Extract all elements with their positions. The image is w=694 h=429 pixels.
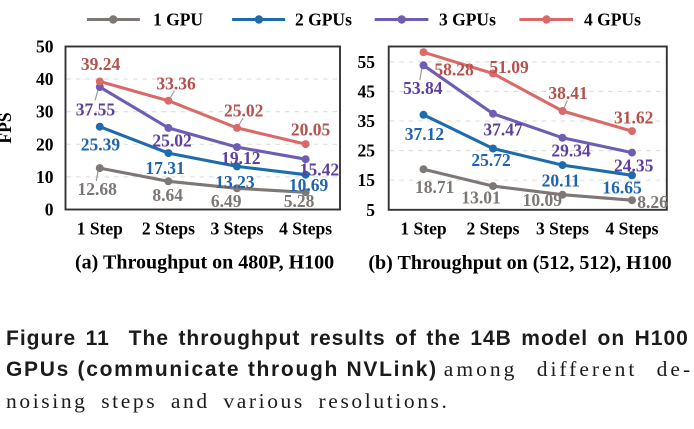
svg-text:10.09: 10.09: [523, 190, 563, 210]
svg-text:25.39: 25.39: [81, 135, 121, 155]
svg-text:12.68: 12.68: [78, 179, 118, 199]
svg-text:53.84: 53.84: [403, 78, 443, 98]
svg-text:19.12: 19.12: [221, 148, 260, 168]
svg-text:10: 10: [36, 167, 54, 187]
svg-text:35: 35: [358, 111, 376, 131]
svg-text:50: 50: [36, 37, 54, 57]
svg-text:(a) Throughput on 480P, H100: (a) Throughput on 480P, H100: [75, 252, 334, 274]
svg-text:17.31: 17.31: [145, 158, 184, 178]
svg-text:4 Steps: 4 Steps: [606, 219, 659, 239]
svg-text:20: 20: [36, 134, 54, 154]
svg-text:(b) Throughput on (512, 512),: (b) Throughput on (512, 512), H100: [368, 252, 671, 274]
svg-text:8.64: 8.64: [152, 185, 183, 205]
svg-text:25.02: 25.02: [224, 101, 263, 121]
svg-text:37.47: 37.47: [483, 120, 523, 140]
svg-text:15.42: 15.42: [300, 160, 339, 180]
svg-text:20.11: 20.11: [542, 171, 580, 191]
svg-text:13.01: 13.01: [461, 187, 500, 207]
svg-text:25.72: 25.72: [471, 150, 510, 170]
svg-text:45: 45: [358, 82, 376, 102]
svg-text:3 GPUs: 3 GPUs: [439, 10, 496, 30]
svg-text:20.05: 20.05: [291, 120, 331, 140]
svg-text:29.34: 29.34: [551, 141, 591, 161]
svg-text:8.26: 8.26: [637, 192, 668, 212]
svg-text:1 GPU: 1 GPU: [153, 10, 203, 30]
svg-text:2 GPUs: 2 GPUs: [295, 10, 352, 30]
svg-text:0: 0: [45, 200, 54, 220]
svg-text:30: 30: [36, 102, 54, 122]
svg-text:6.49: 6.49: [211, 191, 242, 211]
svg-text:24.35: 24.35: [614, 155, 654, 175]
svg-text:51.09: 51.09: [489, 57, 529, 77]
svg-text:5.28: 5.28: [284, 191, 315, 211]
svg-text:4 GPUs: 4 GPUs: [584, 10, 641, 30]
svg-text:16.65: 16.65: [602, 177, 642, 197]
svg-text:1 Step: 1 Step: [77, 219, 123, 239]
svg-text:37.55: 37.55: [76, 100, 116, 120]
svg-text:15: 15: [358, 170, 376, 190]
svg-text:18.71: 18.71: [415, 177, 454, 197]
svg-text:39.24: 39.24: [81, 54, 121, 74]
svg-text:3 Steps: 3 Steps: [211, 219, 264, 239]
svg-text:38.41: 38.41: [548, 83, 587, 103]
svg-text:31.62: 31.62: [614, 107, 653, 127]
svg-text:5: 5: [366, 200, 375, 220]
svg-text:40: 40: [36, 69, 54, 89]
svg-text:2 Steps: 2 Steps: [142, 219, 195, 239]
svg-text:FPS: FPS: [0, 112, 15, 143]
svg-text:37.12: 37.12: [405, 124, 444, 144]
svg-text:10.69: 10.69: [289, 175, 329, 195]
svg-text:4 Steps: 4 Steps: [279, 219, 332, 239]
svg-text:1 Step: 1 Step: [400, 219, 446, 239]
svg-text:3 Steps: 3 Steps: [536, 219, 589, 239]
svg-text:2 Steps: 2 Steps: [467, 219, 520, 239]
svg-text:58.28: 58.28: [434, 60, 474, 80]
svg-text:25: 25: [358, 141, 376, 161]
svg-text:33.36: 33.36: [156, 74, 196, 94]
svg-text:55: 55: [358, 52, 376, 72]
svg-text:13.23: 13.23: [215, 172, 255, 192]
svg-text:25.02: 25.02: [152, 131, 191, 151]
